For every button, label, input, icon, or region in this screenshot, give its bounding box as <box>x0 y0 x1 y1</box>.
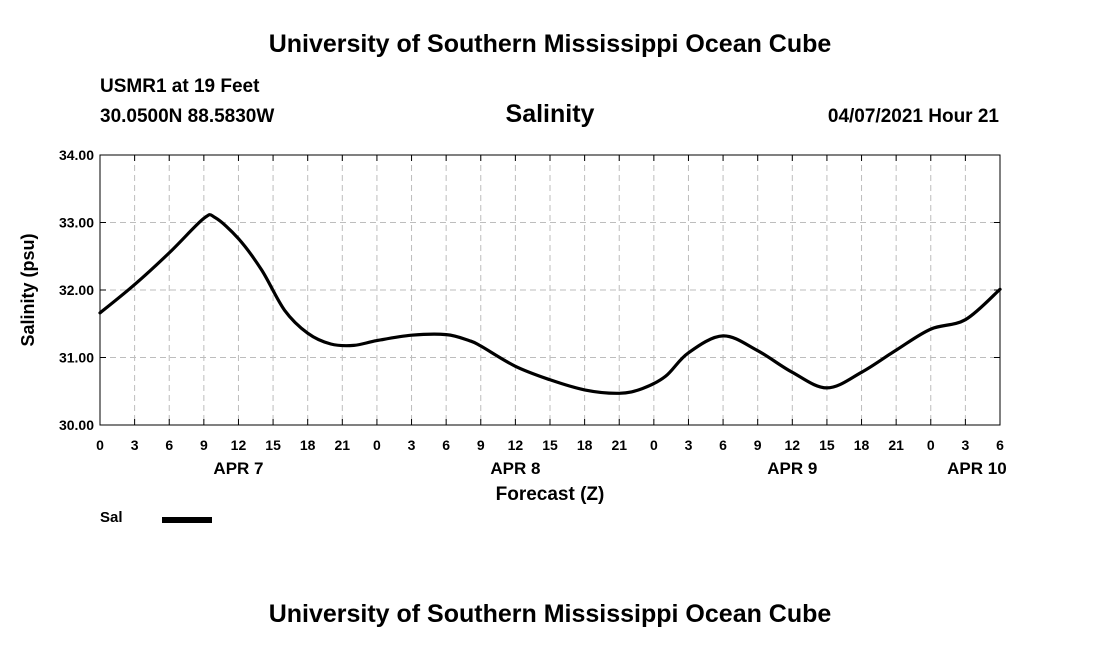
x-tick-label: 3 <box>131 437 139 453</box>
x-tick-label: 6 <box>719 437 727 453</box>
y-axis-label: Salinity (psu) <box>18 233 38 346</box>
coordinates-label: 30.0500N 88.5830W <box>100 106 275 127</box>
x-tick-label: 3 <box>685 437 693 453</box>
x-tick-label: 6 <box>442 437 450 453</box>
x-tick-label: 3 <box>961 437 969 453</box>
x-tick-label: 0 <box>650 437 658 453</box>
y-tick-label: 32.00 <box>59 282 94 298</box>
x-tick-label: 12 <box>231 437 247 453</box>
timestamp-label: 04/07/2021 Hour 21 <box>827 106 999 127</box>
x-tick-label: 0 <box>373 437 381 453</box>
day-label: APR 9 <box>767 459 817 478</box>
grid <box>100 155 1000 425</box>
x-tick-label: 9 <box>477 437 485 453</box>
y-tick-label: 30.00 <box>59 417 94 433</box>
x-tick-label: 18 <box>577 437 593 453</box>
x-tick-label: 15 <box>819 437 835 453</box>
x-tick-label: 18 <box>300 437 316 453</box>
axis-ticks: 0 3 6 9 12 15 18 21 0 3 6 9 12 15 18 21 0 3 6 9 12 15 18 21 0 3 6 A… <box>59 147 1007 478</box>
day-label: APR 10 <box>947 459 1007 478</box>
x-tick-label: 9 <box>754 437 762 453</box>
legend-swatch <box>162 517 212 523</box>
x-axis-label: Forecast (Z) <box>496 484 605 505</box>
x-tick-label: 15 <box>265 437 281 453</box>
x-tick-label: 21 <box>888 437 904 453</box>
series-line-sal <box>98 213 1002 395</box>
page-title: University of Southern Mississippi Ocean… <box>268 30 832 58</box>
x-tick-label: 6 <box>996 437 1004 453</box>
x-tick-label: 12 <box>785 437 801 453</box>
series-layer <box>98 213 1002 395</box>
plot-frame <box>99 154 1001 426</box>
x-tick-label: 21 <box>611 437 627 453</box>
y-tick-label: 31.00 <box>59 350 94 366</box>
x-tick-label: 18 <box>854 437 870 453</box>
x-tick-label: 0 <box>927 437 935 453</box>
x-tick-label: 15 <box>542 437 558 453</box>
chart-title: Salinity <box>505 100 595 128</box>
station-label: USMR1 at 19 Feet <box>100 76 260 97</box>
x-tick-label: 9 <box>200 437 208 453</box>
x-tick-label: 6 <box>165 437 173 453</box>
day-label: APR 8 <box>490 459 540 478</box>
x-tick-label: 0 <box>96 437 104 453</box>
x-tick-label: 21 <box>335 437 351 453</box>
x-tick-label: 12 <box>508 437 524 453</box>
footer-title: University of Southern Mississippi Ocean… <box>268 600 832 628</box>
y-tick-label: 33.00 <box>59 215 94 231</box>
legend-label: Sal <box>100 509 123 526</box>
day-label: APR 7 <box>213 459 263 478</box>
y-tick-label: 34.00 <box>59 147 94 163</box>
x-tick-label: 3 <box>408 437 416 453</box>
